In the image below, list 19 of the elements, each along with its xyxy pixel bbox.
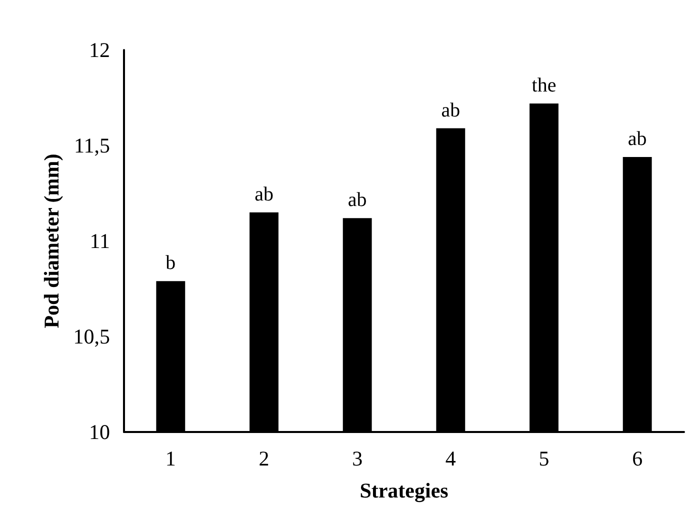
y-tick-label: 11,5 xyxy=(74,134,110,158)
annotation: ab xyxy=(441,99,460,122)
y-tick-label: 10,5 xyxy=(73,324,110,348)
annotation: ab xyxy=(348,189,367,212)
y-axis-title: Pod diameter (mm) xyxy=(40,154,64,328)
annotation: b xyxy=(166,252,176,274)
x-tick-label: 6 xyxy=(632,446,643,470)
x-tick-label: 5 xyxy=(538,446,550,470)
x-axis-title: Strategies xyxy=(360,478,448,502)
y-tick-label: 11 xyxy=(90,229,110,253)
x-tick-label: 1 xyxy=(165,446,176,470)
annotation: ab xyxy=(628,128,647,150)
annotation: the xyxy=(532,74,556,96)
x-tick-label: 2 xyxy=(258,446,270,470)
x-tick-label: 3 xyxy=(352,446,363,470)
y-tick-label: 12 xyxy=(89,38,110,62)
y-tick-label: 10 xyxy=(89,420,110,444)
annotation: ab xyxy=(254,183,274,206)
x-tick-label: 4 xyxy=(445,446,456,470)
